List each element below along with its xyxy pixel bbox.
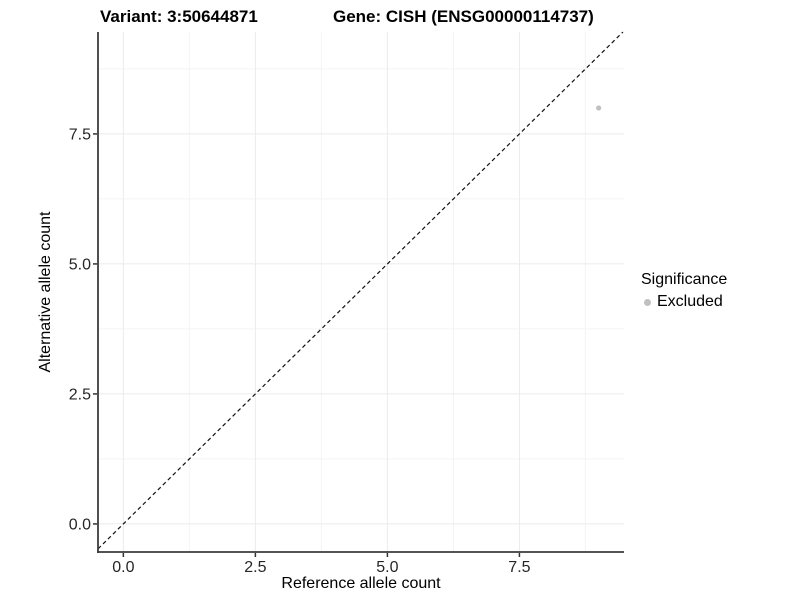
plot-title-gene: Gene: CISH (ENSG00000114737) bbox=[333, 7, 594, 26]
x-tick-label: 0.0 bbox=[112, 559, 134, 576]
y-tick-label: 5.0 bbox=[69, 256, 91, 273]
x-tick-label: 7.5 bbox=[508, 559, 530, 576]
identity-reference-line bbox=[97, 31, 624, 550]
x-axis-title: Reference allele count bbox=[281, 575, 441, 592]
y-axis-title: Alternative allele count bbox=[37, 211, 54, 373]
legend-point-icon bbox=[644, 298, 651, 306]
legend-item-label: Excluded bbox=[657, 293, 723, 310]
plot-title-variant: Variant: 3:50644871 bbox=[100, 7, 258, 26]
legend-title: Significance bbox=[641, 271, 728, 288]
y-tick-label: 7.5 bbox=[69, 126, 91, 143]
x-tick-label: 2.5 bbox=[244, 559, 266, 576]
y-tick-label: 0.0 bbox=[69, 516, 91, 533]
data-point bbox=[596, 105, 602, 111]
y-tick-label: 2.5 bbox=[69, 386, 91, 403]
legend-items: Excluded bbox=[641, 293, 727, 311]
legend-item: Excluded bbox=[641, 293, 727, 311]
x-tick-label: 5.0 bbox=[376, 559, 398, 576]
legend: Significance Excluded bbox=[641, 271, 727, 311]
